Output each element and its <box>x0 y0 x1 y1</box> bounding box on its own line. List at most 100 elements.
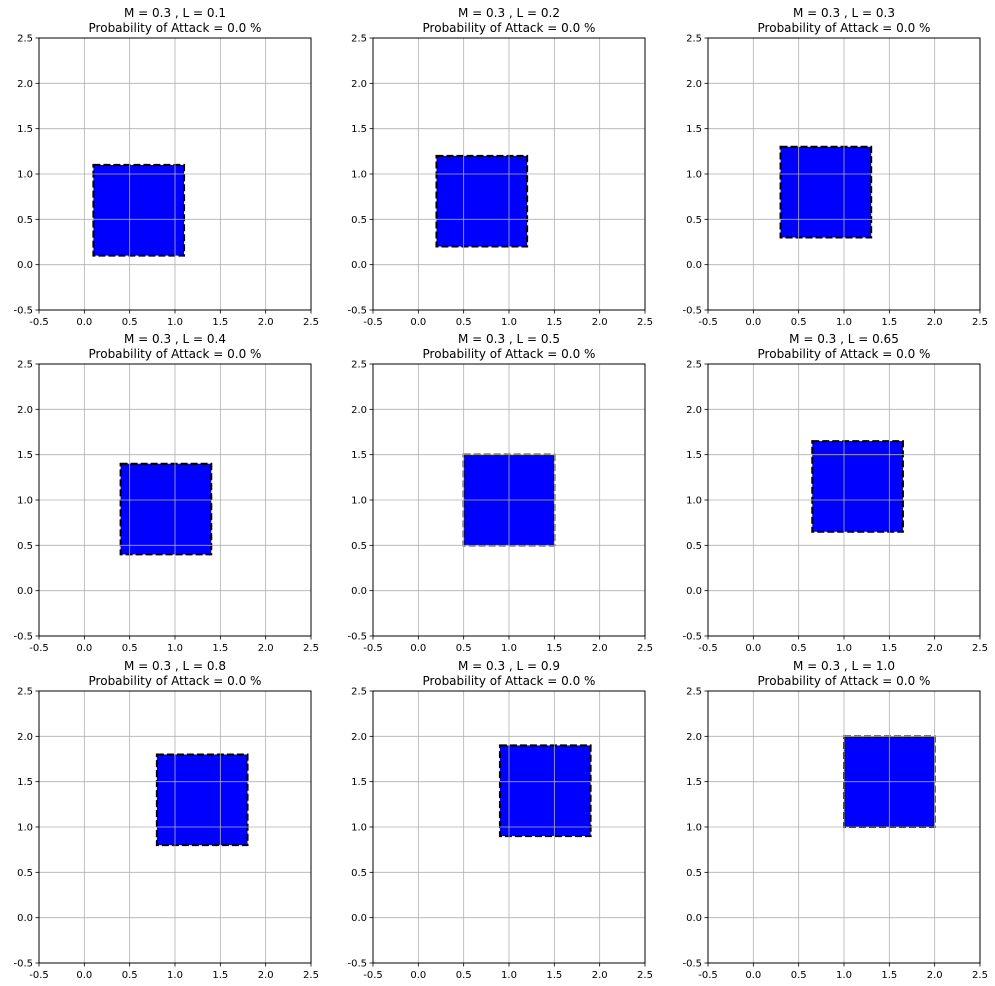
x-tick-label: 2.0 <box>927 317 943 328</box>
x-tick-label: 2.5 <box>303 317 319 328</box>
y-tick-label: 0.5 <box>351 215 367 226</box>
x-tick-label: 2.5 <box>637 970 653 981</box>
subplot-subtitle: Probability of Attack = 0.0 % <box>758 674 931 688</box>
x-tick-label: -0.5 <box>29 643 49 654</box>
y-tick-label: 0.0 <box>17 586 33 597</box>
x-tick-label: -0.5 <box>698 970 718 981</box>
subplot-title: M = 0.3 , L = 0.9 <box>458 659 560 673</box>
x-tick-label: 1.0 <box>167 317 183 328</box>
y-tick-label: 2.5 <box>17 360 33 371</box>
y-tick-label: 2.0 <box>351 732 367 743</box>
y-tick-label: 0.0 <box>17 260 33 271</box>
subplot-title: M = 0.3 , L = 0.5 <box>458 332 560 346</box>
subplot-subtitle: Probability of Attack = 0.0 % <box>89 21 262 35</box>
subplot-title: M = 0.3 , L = 0.2 <box>458 6 560 20</box>
x-tick-label: 2.0 <box>258 970 274 981</box>
y-tick-label: -0.5 <box>682 306 702 317</box>
x-tick-label: 0.0 <box>745 643 761 654</box>
x-tick-label: 0.5 <box>456 970 472 981</box>
y-tick-label: -0.5 <box>682 959 702 970</box>
y-tick-label: -0.5 <box>682 632 702 643</box>
y-tick-label: 1.0 <box>351 823 367 834</box>
x-tick-label: 1.0 <box>501 317 517 328</box>
y-tick-label: 2.5 <box>17 34 33 45</box>
subplot-title: M = 0.3 , L = 0.65 <box>789 332 899 346</box>
y-tick-label: 0.0 <box>17 913 33 924</box>
x-tick-label: 0.5 <box>791 970 807 981</box>
y-tick-label: 1.0 <box>17 823 33 834</box>
y-tick-label: 2.0 <box>17 79 33 90</box>
x-tick-label: 1.5 <box>546 643 562 654</box>
x-tick-label: 0.0 <box>76 970 92 981</box>
y-tick-label: 0.5 <box>17 868 33 879</box>
x-tick-label: 0.5 <box>791 643 807 654</box>
x-tick-label: -0.5 <box>363 643 383 654</box>
y-tick-label: -0.5 <box>347 959 367 970</box>
region-fill <box>155 753 249 847</box>
x-tick-label: 1.5 <box>881 970 897 981</box>
y-tick-label: 2.0 <box>351 405 367 416</box>
x-tick-label: 0.5 <box>456 317 472 328</box>
y-tick-label: 2.5 <box>17 687 33 698</box>
y-tick-label: 1.0 <box>351 170 367 181</box>
subplot-8: -0.5 0.0 0.5 1.0 1.5 2.0 2.5 -0.5 0.0 0.5 1.0 1.5 2.… <box>347 659 652 981</box>
x-tick-label: 0.0 <box>410 317 426 328</box>
x-tick-label: 1.0 <box>836 970 852 981</box>
subplot-4: -0.5 0.0 0.5 1.0 1.5 2.0 2.5 -0.5 0.0 0.5 1.0 1.5 2.… <box>13 332 318 654</box>
x-tick-label: 2.5 <box>972 970 988 981</box>
x-tick-label: 2.5 <box>303 643 319 654</box>
x-tick-label: -0.5 <box>29 317 49 328</box>
y-tick-label: 1.0 <box>686 170 702 181</box>
x-tick-label: -0.5 <box>363 317 383 328</box>
subplot-subtitle: Probability of Attack = 0.0 % <box>89 674 262 688</box>
y-tick-label: 1.0 <box>686 823 702 834</box>
x-tick-label: 1.0 <box>836 643 852 654</box>
x-tick-label: 2.5 <box>972 317 988 328</box>
y-tick-label: 1.5 <box>17 777 33 788</box>
region-fill <box>435 154 529 248</box>
x-tick-label: -0.5 <box>363 970 383 981</box>
y-tick-label: -0.5 <box>13 632 33 643</box>
x-tick-label: 2.5 <box>303 970 319 981</box>
subplot-subtitle: Probability of Attack = 0.0 % <box>758 347 931 361</box>
x-tick-label: 2.0 <box>258 643 274 654</box>
y-tick-label: -0.5 <box>13 959 33 970</box>
subplot-subtitle: Probability of Attack = 0.0 % <box>423 347 596 361</box>
y-tick-label: 2.5 <box>351 34 367 45</box>
region-fill <box>498 744 592 838</box>
subplot-7: -0.5 0.0 0.5 1.0 1.5 2.0 2.5 -0.5 0.0 0.5 1.0 1.5 2.… <box>13 659 318 981</box>
subplot-title: M = 0.3 , L = 1.0 <box>793 659 895 673</box>
y-tick-label: 1.0 <box>17 170 33 181</box>
y-tick-label: 1.5 <box>351 450 367 461</box>
y-tick-label: 0.5 <box>17 541 33 552</box>
y-tick-label: 2.0 <box>17 405 33 416</box>
y-tick-label: -0.5 <box>347 632 367 643</box>
x-tick-label: 2.0 <box>592 317 608 328</box>
subplot-title: M = 0.3 , L = 0.3 <box>793 6 895 20</box>
subplot-6: -0.5 0.0 0.5 1.0 1.5 2.0 2.5 -0.5 0.0 0.5 1.0 1.5 2.… <box>682 332 987 654</box>
y-tick-label: -0.5 <box>347 306 367 317</box>
y-tick-label: 0.0 <box>351 913 367 924</box>
region-fill <box>811 440 904 533</box>
y-tick-label: 2.5 <box>686 360 702 371</box>
x-tick-label: 2.0 <box>592 970 608 981</box>
y-tick-label: 2.5 <box>686 687 702 698</box>
x-tick-label: 0.5 <box>122 317 138 328</box>
y-tick-label: 2.0 <box>686 79 702 90</box>
y-tick-label: 1.5 <box>686 450 702 461</box>
x-tick-label: 2.0 <box>258 317 274 328</box>
subplot-title: M = 0.3 , L = 0.4 <box>124 332 226 346</box>
y-tick-label: 1.0 <box>351 496 367 507</box>
x-tick-label: -0.5 <box>698 317 718 328</box>
x-tick-label: 0.5 <box>456 643 472 654</box>
x-tick-label: 1.0 <box>836 317 852 328</box>
y-tick-label: 0.5 <box>686 541 702 552</box>
y-tick-label: 2.5 <box>351 360 367 371</box>
subplot-subtitle: Probability of Attack = 0.0 % <box>423 674 596 688</box>
y-tick-label: 2.5 <box>351 687 367 698</box>
subplot-9: -0.5 0.0 0.5 1.0 1.5 2.0 2.5 -0.5 0.0 0.5 1.0 1.5 2.… <box>682 659 987 981</box>
x-tick-label: 1.0 <box>167 970 183 981</box>
x-tick-label: 2.0 <box>592 643 608 654</box>
x-tick-label: 1.0 <box>167 643 183 654</box>
